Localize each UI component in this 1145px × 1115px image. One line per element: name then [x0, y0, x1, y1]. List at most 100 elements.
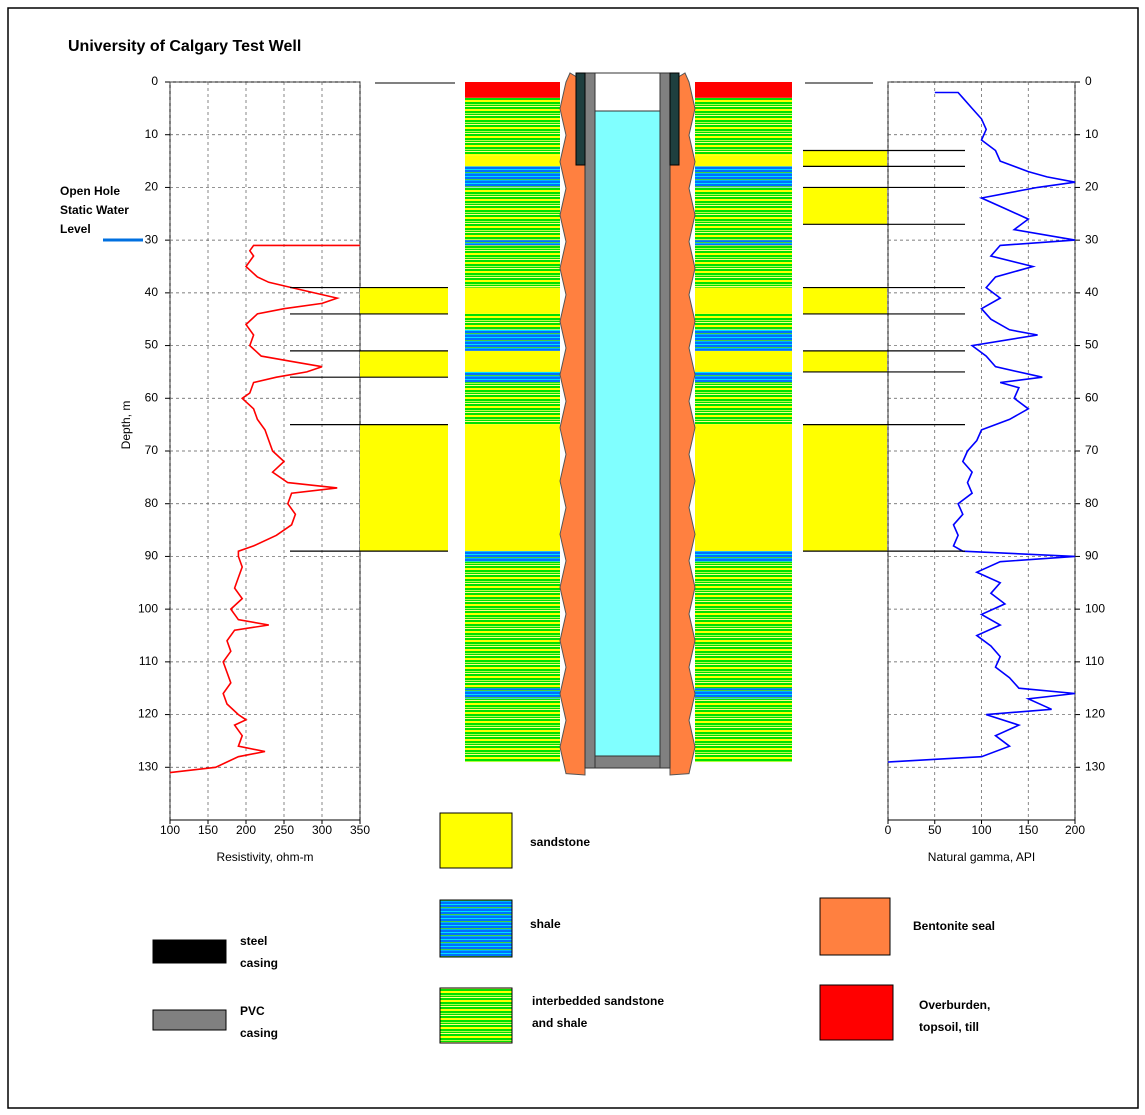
plot-area: [169, 81, 361, 821]
depth-tick-label: 50: [1085, 338, 1099, 352]
value-tick-label: 150: [198, 823, 218, 837]
lithology-layer: [695, 82, 792, 98]
sand-pick: [803, 187, 887, 225]
lithology-layer: [465, 698, 560, 763]
depth-tick-label: 90: [145, 549, 159, 563]
depth-tick-label: 80: [1085, 496, 1099, 510]
depth-tick-label: 20: [145, 180, 159, 194]
legend-label: casing: [240, 956, 278, 970]
legend-label: Bentonite seal: [913, 919, 995, 933]
lithology-layer: [465, 350, 560, 372]
sand-pick: [803, 350, 887, 372]
depth-tick-label: 10: [1085, 127, 1099, 141]
value-axis-label: Resistivity, ohm-m: [216, 850, 313, 864]
sand-pick: [803, 287, 887, 314]
depth-tick-label: 50: [145, 338, 159, 352]
lithology-layer: [695, 187, 792, 241]
value-tick-label: 0: [885, 823, 892, 837]
legend-swatch: [819, 984, 894, 1041]
lithology-layer: [695, 240, 792, 246]
lithology-layer: [465, 371, 560, 383]
legend-label: shale: [530, 917, 561, 931]
water-level-label: Open Hole: [60, 184, 120, 198]
depth-tick-label: 110: [139, 654, 158, 668]
log-curve: [887, 91, 1076, 763]
legend-label: casing: [240, 1026, 278, 1040]
legend-label: steel: [240, 934, 267, 948]
lithology-layer: [465, 82, 560, 98]
depth-tick-label: 10: [145, 127, 159, 141]
value-tick-label: 50: [928, 823, 942, 837]
value-tick-label: 100: [971, 823, 991, 837]
frame: [7, 7, 1139, 1109]
lithology-layer: [465, 155, 560, 167]
bentonite: [669, 72, 696, 776]
water-level-label: Static Water: [60, 203, 129, 217]
value-tick-label: 100: [160, 823, 180, 837]
steel-casing: [575, 72, 586, 166]
lithology-layer: [695, 561, 792, 689]
sand-pick: [803, 150, 887, 167]
log-curve: [169, 244, 360, 774]
value-tick-label: 300: [312, 823, 332, 837]
value-tick-label: 150: [1018, 823, 1038, 837]
sand-pick: [803, 424, 887, 552]
lithology-layer: [695, 166, 792, 188]
sand-pick: [360, 287, 448, 314]
legend-label: sandstone: [530, 835, 590, 849]
legend-label: interbedded sandstone: [532, 994, 664, 1008]
legend-swatch: [439, 812, 513, 869]
pvc-casing: [584, 72, 596, 769]
lithology-layer: [465, 187, 560, 241]
air: [594, 72, 661, 112]
depth-tick-label: 110: [1085, 654, 1104, 668]
water: [594, 110, 661, 757]
legend-label: PVC: [240, 1004, 265, 1018]
depth-tick-label: 60: [1085, 390, 1099, 404]
lithology-layer: [465, 245, 560, 288]
pvc-casing: [659, 72, 671, 769]
lithology-layer: [695, 382, 792, 425]
depth-tick-label: 80: [145, 496, 159, 510]
lithology-layer: [695, 245, 792, 288]
lithology-layer: [695, 155, 792, 167]
lithology-layer: [465, 329, 560, 351]
value-tick-label: 200: [1065, 823, 1085, 837]
lithology-layer: [695, 287, 792, 314]
depth-tick-label: 40: [145, 285, 159, 299]
legend-label: Overburden,: [919, 998, 990, 1012]
lithology-layer: [695, 424, 792, 552]
sand-pick: [360, 350, 448, 378]
lithology-layer: [695, 371, 792, 383]
lithology-layer: [465, 382, 560, 425]
depth-tick-label: 130: [138, 759, 158, 773]
lithology-layer: [465, 287, 560, 314]
sand-pick: [360, 424, 448, 552]
lithology-layer: [465, 688, 560, 699]
legend-swatch: [439, 899, 513, 958]
lithology-layer: [465, 551, 560, 562]
depth-axis-label: Depth, m: [119, 401, 133, 450]
lithology-layer: [465, 240, 560, 246]
title: University of Calgary Test Well: [68, 38, 301, 55]
lithology-layer: [465, 424, 560, 552]
lithology-layer: [695, 688, 792, 699]
legend-label: and shale: [532, 1016, 588, 1030]
lithology-layer: [695, 329, 792, 351]
depth-tick-label: 30: [1085, 232, 1099, 246]
depth-tick-label: 0: [151, 74, 158, 88]
water-level-label: Level: [60, 222, 91, 236]
value-tick-label: 200: [236, 823, 256, 837]
depth-tick-label: 70: [145, 443, 159, 457]
legend-swatch: [152, 939, 227, 964]
depth-tick-label: 20: [1085, 180, 1099, 194]
lithology-layer: [695, 313, 792, 330]
lithology-layer: [465, 561, 560, 689]
depth-tick-label: 30: [145, 232, 159, 246]
depth-tick-label: 130: [1085, 759, 1105, 773]
depth-tick-label: 70: [1085, 443, 1099, 457]
steel-casing: [669, 72, 680, 166]
depth-tick-label: 120: [138, 707, 158, 721]
